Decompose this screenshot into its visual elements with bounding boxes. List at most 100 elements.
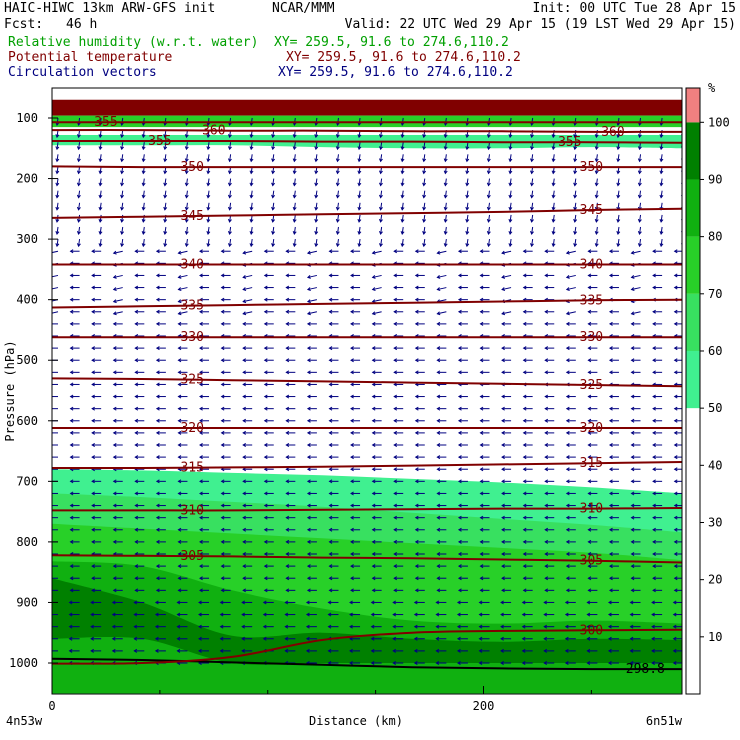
vector-arrow — [177, 479, 188, 484]
vector-arrow — [328, 418, 339, 423]
vector-arrow — [436, 287, 447, 291]
vector-arrow — [176, 636, 188, 641]
vector-arrow — [285, 455, 296, 460]
field-theta-xy: XY= 259.5, 91.6 to 274.6,110.2 — [286, 50, 521, 65]
vector-arrow — [155, 515, 166, 520]
vector-arrow — [436, 394, 447, 399]
vector-arrow — [335, 226, 340, 235]
vector-arrow — [52, 456, 58, 458]
vector-arrow — [349, 600, 361, 605]
vector-arrow — [457, 539, 468, 544]
vector-arrow — [177, 382, 188, 387]
vector-arrow — [565, 479, 576, 484]
vector-arrow — [435, 600, 447, 605]
vector-arrow — [565, 418, 576, 423]
theta-label: 355 — [94, 115, 117, 130]
vector-arrow — [134, 297, 145, 302]
vector-arrow — [284, 648, 296, 653]
theta-contour-305 — [52, 554, 682, 564]
vector-arrow — [52, 577, 58, 579]
vector-arrow — [314, 142, 319, 151]
vector-arrow — [522, 552, 533, 556]
vector-arrow — [242, 406, 253, 411]
vector-arrow — [155, 297, 166, 302]
vector-arrow — [501, 430, 512, 435]
colorbar-label: 90 — [708, 172, 722, 186]
vector-arrow — [544, 455, 555, 460]
vector-arrow — [422, 190, 427, 199]
vector-arrow — [134, 309, 145, 314]
vector-arrow — [199, 346, 210, 351]
vector-arrow — [400, 239, 405, 248]
vector-arrow — [91, 346, 102, 351]
y-tick-label: 900 — [16, 595, 38, 609]
vector-arrow — [508, 154, 513, 163]
vector-arrow — [177, 515, 188, 520]
vector-arrow — [673, 503, 682, 508]
vector-arrow — [220, 491, 231, 496]
vector-arrow — [76, 239, 81, 248]
vector-arrow — [198, 636, 210, 641]
vector-arrow — [457, 249, 468, 254]
vector-arrow — [155, 527, 166, 532]
vector-arrow — [242, 346, 253, 351]
vector-arrow — [350, 394, 361, 399]
vector-arrow — [393, 539, 404, 544]
vector-arrow — [155, 564, 166, 569]
vector-arrow — [479, 588, 490, 593]
vector-arrow — [587, 346, 598, 351]
vector-arrow — [587, 370, 598, 375]
vector-arrow — [263, 576, 274, 581]
vector-arrow — [543, 624, 555, 629]
theta-label: 315 — [180, 461, 203, 476]
vector-arrow — [176, 600, 188, 605]
vector-arrow — [392, 600, 404, 605]
vector-arrow — [120, 178, 125, 187]
vector-arrow — [285, 527, 296, 532]
vector-arrow — [141, 178, 146, 187]
vector-arrow — [52, 614, 58, 616]
colorbar-bin — [686, 350, 700, 409]
vector-arrow — [350, 564, 361, 569]
vector-arrow — [314, 154, 319, 163]
vector-arrow — [393, 297, 404, 302]
vector-arrow — [530, 154, 534, 163]
vector-arrow — [673, 455, 682, 460]
vector-arrow — [630, 467, 641, 472]
vector-arrow — [651, 661, 663, 665]
vector-arrow — [544, 358, 555, 363]
vector-arrow — [672, 624, 682, 629]
vector-arrow — [263, 273, 274, 278]
vector-arrow — [587, 479, 598, 484]
vector-arrow — [133, 612, 145, 617]
vector-arrow — [586, 612, 598, 617]
vector-arrow — [456, 600, 468, 605]
vector-arrow — [479, 564, 490, 569]
vector-arrow — [522, 588, 533, 593]
vector-arrow — [249, 202, 254, 211]
vector-arrow — [522, 479, 533, 484]
vector-arrow — [479, 443, 490, 447]
vector-arrow — [184, 190, 189, 199]
vector-arrow — [414, 491, 425, 496]
vector-arrow — [651, 612, 663, 617]
vector-arrow — [371, 406, 382, 411]
vector-arrow — [443, 226, 448, 235]
vector-arrow — [90, 648, 102, 653]
vector-arrow — [220, 358, 231, 363]
vector-arrow — [393, 491, 404, 496]
vector-arrow — [673, 430, 682, 435]
vector-arrow — [379, 190, 383, 199]
vector-arrow — [587, 455, 598, 460]
model-title: HAIC-HIWC 13km ARW-GFS init — [4, 1, 216, 16]
vector-arrow — [393, 443, 404, 447]
vector-arrow — [69, 273, 80, 278]
vector-arrow — [120, 190, 125, 199]
vector-arrow — [392, 636, 404, 641]
vector-arrow — [134, 406, 145, 411]
vector-arrow — [220, 443, 231, 447]
vector-arrow — [500, 624, 512, 629]
vector-arrow — [544, 443, 555, 447]
vector-arrow — [607, 648, 619, 653]
vector-arrow — [544, 479, 555, 484]
